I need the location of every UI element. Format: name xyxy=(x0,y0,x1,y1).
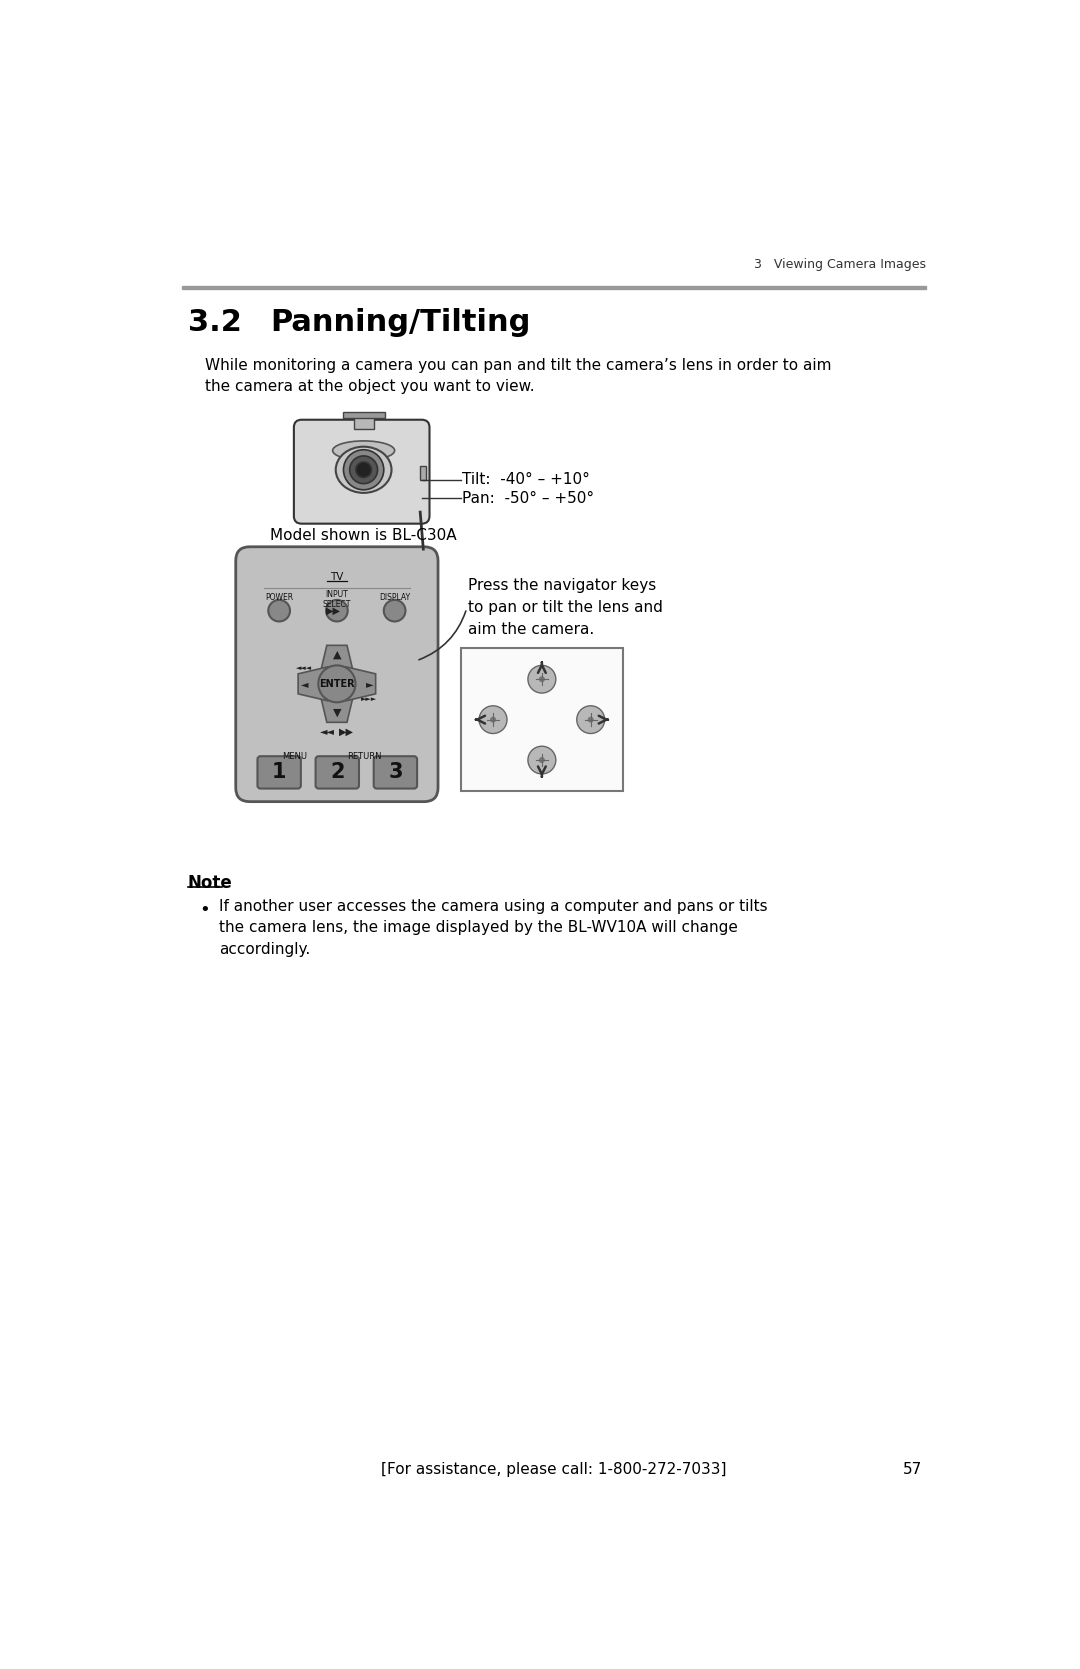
Circle shape xyxy=(420,547,427,554)
Bar xyxy=(460,649,623,791)
Text: DISPLAY: DISPLAY xyxy=(379,592,410,603)
Bar xyxy=(342,412,384,419)
Text: Press the navigator keys
to pan or tilt the lens and
aim the camera.: Press the navigator keys to pan or tilt … xyxy=(469,577,663,638)
Bar xyxy=(353,417,374,429)
Ellipse shape xyxy=(333,441,394,461)
Text: Note: Note xyxy=(188,875,232,891)
Text: ◄: ◄ xyxy=(300,679,308,689)
Circle shape xyxy=(350,456,378,484)
Circle shape xyxy=(490,718,496,723)
Bar xyxy=(420,466,426,479)
Circle shape xyxy=(540,758,544,763)
Text: 1: 1 xyxy=(272,763,286,783)
Text: ▲: ▲ xyxy=(333,649,341,659)
Polygon shape xyxy=(347,668,376,701)
Text: POWER: POWER xyxy=(265,592,293,603)
Circle shape xyxy=(343,449,383,489)
Text: 57: 57 xyxy=(903,1462,921,1477)
FancyBboxPatch shape xyxy=(294,419,430,524)
Text: TV: TV xyxy=(330,572,343,582)
Text: ◄◄◄: ◄◄◄ xyxy=(296,666,312,671)
Circle shape xyxy=(356,462,372,477)
FancyBboxPatch shape xyxy=(315,756,359,788)
Circle shape xyxy=(480,706,507,733)
Text: ►: ► xyxy=(366,679,374,689)
Circle shape xyxy=(528,666,556,693)
Circle shape xyxy=(268,599,291,621)
Polygon shape xyxy=(320,646,354,674)
Text: Pan:  -50° – +50°: Pan: -50° – +50° xyxy=(462,491,594,506)
Circle shape xyxy=(528,746,556,774)
Text: 2: 2 xyxy=(330,763,345,783)
Text: •: • xyxy=(200,901,211,920)
Circle shape xyxy=(589,718,593,723)
Text: While monitoring a camera you can pan and tilt the camera’s lens in order to aim: While monitoring a camera you can pan an… xyxy=(205,359,832,394)
Text: Model shown is BL-C30A: Model shown is BL-C30A xyxy=(270,527,457,542)
Text: MENU: MENU xyxy=(282,751,307,761)
Polygon shape xyxy=(320,693,354,723)
Bar xyxy=(181,285,926,289)
Text: If another user accesses the camera using a computer and pans or tilts
the camer: If another user accesses the camera usin… xyxy=(218,898,767,956)
Text: [For assistance, please call: 1-800-272-7033]: [For assistance, please call: 1-800-272-… xyxy=(381,1462,726,1477)
Text: Tilt:  -40° – +10°: Tilt: -40° – +10° xyxy=(462,472,590,487)
Circle shape xyxy=(319,666,355,703)
Text: ▶▶: ▶▶ xyxy=(339,726,353,736)
Text: ►►►: ►►► xyxy=(362,696,378,703)
Polygon shape xyxy=(298,668,327,701)
Text: 3.2: 3.2 xyxy=(188,309,242,337)
Text: ◄◄: ◄◄ xyxy=(320,726,335,736)
Text: Panning/Tilting: Panning/Tilting xyxy=(271,309,531,337)
Text: INPUT
SELECT: INPUT SELECT xyxy=(323,589,351,609)
Text: ▶▶: ▶▶ xyxy=(325,606,340,616)
FancyBboxPatch shape xyxy=(257,756,301,788)
Text: 3   Viewing Camera Images: 3 Viewing Camera Images xyxy=(754,259,926,270)
Ellipse shape xyxy=(336,447,392,492)
Text: RETURN: RETURN xyxy=(347,751,381,761)
Text: ▼: ▼ xyxy=(333,708,341,718)
Text: ENTER: ENTER xyxy=(319,679,354,689)
Circle shape xyxy=(540,678,544,681)
FancyBboxPatch shape xyxy=(374,756,417,788)
Circle shape xyxy=(577,706,605,733)
FancyBboxPatch shape xyxy=(235,547,438,801)
Circle shape xyxy=(326,599,348,621)
Text: 3: 3 xyxy=(388,763,403,783)
Circle shape xyxy=(383,599,405,621)
